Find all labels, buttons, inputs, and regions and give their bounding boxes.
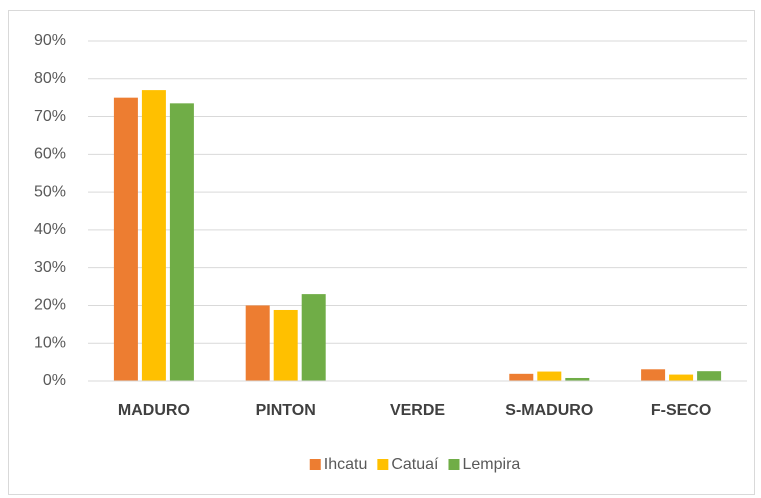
- bar: [697, 371, 722, 381]
- y-tick-label: 60%: [34, 146, 66, 163]
- y-tick-label: 20%: [34, 297, 66, 314]
- bar: [245, 305, 270, 381]
- y-tick-label: 50%: [34, 183, 66, 200]
- x-tick-label: PINTON: [256, 402, 316, 419]
- bar: [669, 374, 694, 381]
- bar: [565, 377, 590, 381]
- bar: [141, 90, 166, 381]
- legend-swatch: [309, 459, 321, 470]
- x-tick-label: F-SECO: [651, 402, 711, 419]
- bar: [273, 309, 298, 381]
- bar: [113, 97, 138, 382]
- bar: [301, 294, 326, 381]
- y-tick-label: 80%: [34, 70, 66, 87]
- legend-label: Ihcatu: [324, 456, 368, 473]
- y-tick-label: 30%: [34, 259, 66, 276]
- y-tick-label: 70%: [34, 108, 66, 125]
- legend-swatch: [377, 459, 389, 470]
- legend-swatch: [448, 459, 460, 470]
- y-tick-label: 90%: [34, 32, 66, 49]
- bar: [169, 103, 194, 381]
- bar: [509, 373, 534, 381]
- y-tick-label: 0%: [43, 372, 66, 389]
- x-tick-label: VERDE: [390, 402, 445, 419]
- bar: [641, 369, 666, 381]
- x-tick-label: S-MADURO: [505, 402, 593, 419]
- y-tick-label: 10%: [34, 334, 66, 351]
- bar: [537, 371, 562, 381]
- legend-label: Catuaí: [391, 456, 439, 473]
- y-tick-label: 40%: [34, 221, 66, 238]
- legend-label: Lempira: [462, 456, 520, 473]
- x-tick-label: MADURO: [118, 402, 190, 419]
